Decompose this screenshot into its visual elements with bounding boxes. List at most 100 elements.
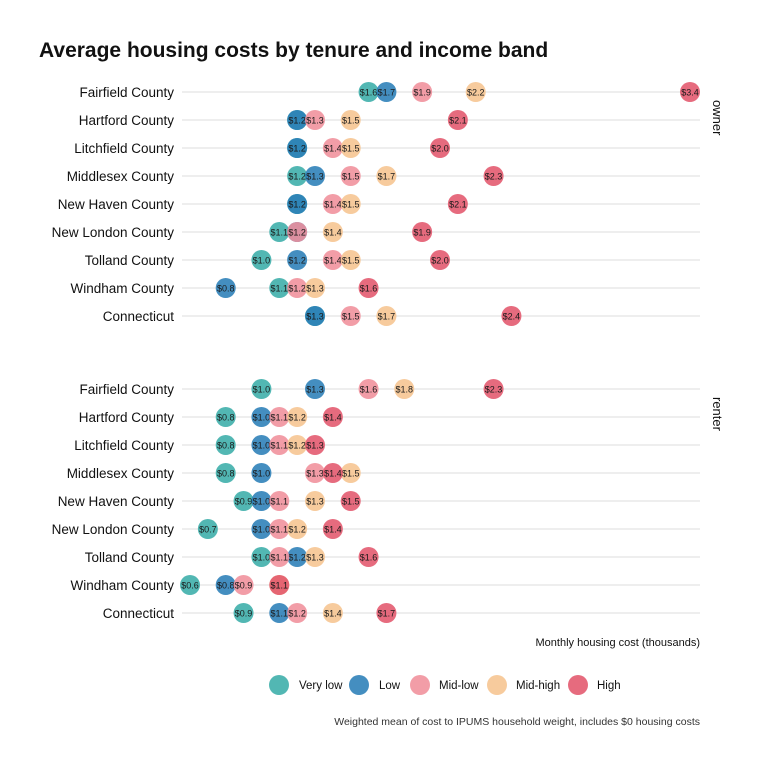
facet-renter: renter Fairfield County $1.0 $1.3 $1.6 $1.8 $2…: [52, 379, 725, 623]
data-point: [287, 250, 308, 270]
data-label: $2.2: [467, 88, 485, 98]
data-label: $1.2: [288, 413, 306, 423]
data-label: $1.2: [288, 144, 306, 154]
data-label: $1.1: [271, 525, 289, 535]
data-point: [304, 435, 325, 455]
y-tick-label: Middlesex County: [67, 169, 175, 184]
data-label: $0.9: [235, 609, 253, 619]
data-point: [233, 491, 254, 511]
data-label: $0.8: [217, 441, 235, 451]
data-point: [269, 278, 290, 298]
data-label: $1.9: [413, 228, 431, 238]
data-label: $1.0: [253, 497, 271, 507]
data-point: [251, 491, 272, 511]
data-point: [287, 138, 308, 158]
data-label: $2.3: [485, 172, 503, 182]
data-point: [269, 222, 290, 242]
data-point: [304, 110, 325, 130]
data-label: $1.4: [324, 525, 342, 535]
legend-swatch: [349, 675, 369, 695]
y-tick-label: Connecticut: [103, 309, 175, 324]
data-point: [180, 575, 200, 595]
legend-item: High: [568, 675, 621, 695]
data-label: $2.4: [503, 312, 521, 322]
data-point: [340, 194, 361, 214]
data-point: [287, 519, 308, 539]
data-label: $1.3: [306, 116, 324, 126]
data-point: [233, 603, 254, 623]
data-point: [376, 306, 397, 326]
y-tick-label: Hartford County: [79, 410, 175, 425]
data-point: [483, 166, 504, 186]
y-tick-label: New London County: [52, 225, 175, 240]
y-tick-label: Windham County: [70, 578, 174, 593]
legend: Very low Low Mid-low Mid-high High: [269, 675, 621, 695]
data-point: [483, 379, 504, 399]
data-point: [358, 547, 379, 567]
data-label: $1.1: [271, 609, 289, 619]
data-point: [215, 407, 236, 427]
data-point: [465, 82, 486, 102]
data-point: [251, 435, 272, 455]
data-point: [340, 463, 361, 483]
data-label: $1.6: [360, 284, 378, 294]
y-tick-label: Tolland County: [85, 253, 175, 268]
data-label: $1.4: [324, 413, 342, 423]
data-point: [215, 575, 236, 595]
data-label: $2.1: [449, 116, 467, 126]
data-point: [429, 250, 450, 270]
legend-swatch: [410, 675, 430, 695]
data-label: $1.5: [342, 200, 360, 210]
data-label: $1.4: [324, 256, 342, 266]
y-tick-label: New Haven County: [58, 197, 175, 212]
data-point: [269, 575, 290, 595]
data-label: $1.1: [271, 441, 289, 451]
data-label: $1.2: [288, 200, 306, 210]
y-tick-label: Litchfield County: [74, 141, 174, 156]
y-tick-label: New Haven County: [58, 494, 175, 509]
data-label: $2.1: [449, 200, 467, 210]
chart-caption: Weighted mean of cost to IPUMS household…: [334, 716, 700, 728]
y-tick-label: Tolland County: [85, 550, 175, 565]
legend-item: Mid-high: [487, 675, 560, 695]
data-label: $0.8: [217, 413, 235, 423]
data-point: [269, 491, 290, 511]
data-point: [447, 110, 468, 130]
data-point: [447, 194, 468, 214]
data-label: $1.5: [342, 497, 360, 507]
data-label: $1.1: [271, 413, 289, 423]
data-label: $1.6: [360, 385, 378, 395]
legend-swatch: [568, 675, 588, 695]
data-label: $1.2: [288, 609, 306, 619]
data-point: [197, 519, 218, 539]
data-label: $1.3: [306, 312, 324, 322]
legend-label: Mid-high: [516, 680, 560, 692]
data-point: [304, 463, 325, 483]
y-tick-label: Litchfield County: [74, 438, 174, 453]
data-point: [287, 603, 308, 623]
data-point: [429, 138, 450, 158]
data-point: [251, 463, 272, 483]
data-point: [322, 222, 343, 242]
data-point: [322, 519, 343, 539]
data-label: $1.0: [253, 256, 271, 266]
data-point: [376, 82, 397, 102]
data-point: [287, 435, 308, 455]
data-label: $0.9: [235, 581, 253, 591]
data-label: $0.8: [217, 469, 235, 479]
data-label: $3.4: [681, 88, 699, 98]
y-tick-label: Middlesex County: [67, 466, 175, 481]
data-label: $2.0: [431, 144, 449, 154]
data-point: [322, 138, 343, 158]
data-point: [215, 278, 236, 298]
data-label: $1.7: [378, 609, 396, 619]
data-point: [251, 379, 272, 399]
data-label: $1.0: [253, 525, 271, 535]
chart-title: Average housing costs by tenure and inco…: [39, 39, 548, 62]
data-point: [358, 379, 379, 399]
data-label: $2.3: [485, 385, 503, 395]
data-point: [287, 278, 308, 298]
legend-swatch: [487, 675, 507, 695]
